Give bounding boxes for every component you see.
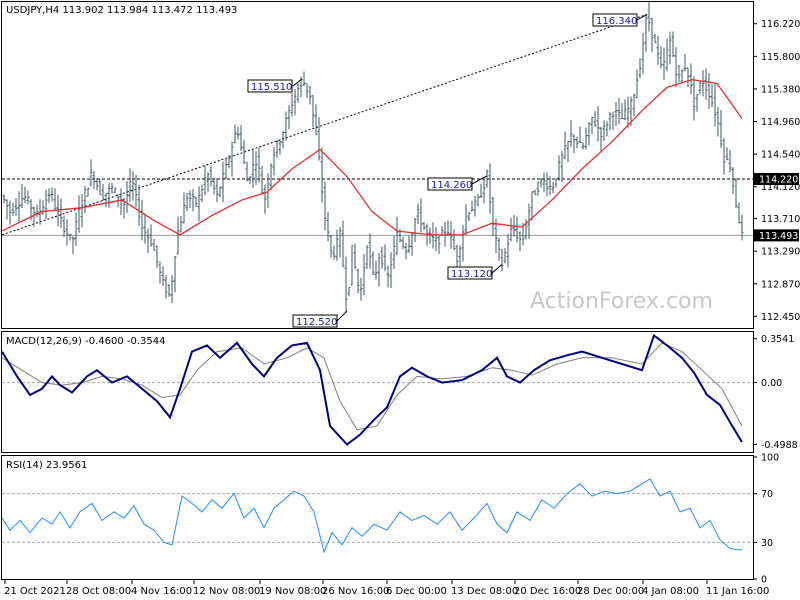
price-level-box: [754, 229, 799, 242]
price-y-tick-label: 115.380: [761, 84, 800, 95]
annotation-label: 114.260: [431, 180, 472, 191]
macd-signal-line: [1, 342, 743, 431]
price-y-tick-label: 114.960: [761, 117, 800, 128]
x-tick-label: 13 Dec 08:00: [451, 586, 518, 597]
rsi-y-tick-label: 70: [761, 489, 773, 500]
annotation-leader: [491, 263, 503, 274]
price-y-tick-label: 113.710: [761, 214, 800, 225]
price-level-label: 113.493: [759, 231, 798, 242]
x-tick-label: 4 Jan 08:00: [642, 586, 699, 597]
x-tick-label: 6 Dec 00:00: [386, 586, 447, 597]
price-y-tick-label: 116.220: [761, 19, 800, 30]
annotation-box: [592, 13, 638, 27]
price-y-tick-label: 112.870: [761, 279, 800, 290]
x-tick-label: 19 Nov 08:00: [259, 586, 326, 597]
price-y-tick-label: 114.120: [761, 182, 800, 193]
annotation-label: 113.120: [451, 269, 492, 280]
rsi-y-tick-label: 0: [761, 575, 767, 586]
price-y-tick-label: 115.800: [761, 52, 800, 63]
x-tick-label: 4 Nov 16:00: [131, 586, 192, 597]
price-panel-title: USDJPY,H4 113.902 113.984 113.472 113.49…: [6, 5, 237, 16]
price-level-box: [754, 172, 799, 185]
annotation-box: [247, 79, 293, 93]
x-tick-label: 12 Nov 08:00: [193, 586, 260, 597]
macd-y-tick-label: -0.4988: [761, 440, 798, 451]
x-tick-label: 28 Oct 08:00: [66, 586, 131, 597]
annotation-label: 115.510: [251, 82, 292, 93]
price-level-label: 114.220: [759, 174, 798, 185]
annotation-box: [447, 266, 493, 280]
annotation-box: [427, 177, 473, 191]
price-y-tick-label: 112.450: [761, 312, 800, 323]
macd-line: [1, 333, 743, 446]
rsi-y-tick-label: 30: [761, 538, 773, 549]
macd-panel: [1, 331, 754, 453]
rsi-panel-title: RSI(14) 23.9561: [6, 460, 87, 471]
rsi-y-tick-label: 100: [761, 453, 779, 464]
annotation-label: 112.520: [296, 317, 337, 328]
annotation-leader: [471, 175, 488, 185]
moving-average-line: [1, 78, 743, 236]
x-tick-label: 26 Nov 16:00: [322, 586, 389, 597]
rsi-panel: [1, 455, 754, 580]
price-panel: [1, 1, 754, 329]
x-tick-label: 28 Dec 00:00: [577, 586, 644, 597]
macd-y-tick-label: 0.00: [761, 378, 782, 389]
price-y-tick-label: 114.540: [761, 150, 800, 161]
rsi-line: [1, 478, 742, 554]
macd-panel-title: MACD(12,26,9) -0.4600 -0.3544: [6, 336, 166, 347]
annotation-leader: [292, 78, 303, 87]
x-tick-label: 20 Dec 16:00: [514, 586, 581, 597]
annotation-box: [292, 314, 338, 328]
x-tick-label: 11 Jan 16:00: [706, 586, 769, 597]
x-tick-label: 21 Oct 2021: [4, 586, 66, 597]
annotation-leader: [636, 13, 648, 21]
macd-y-tick-label: 0.3541: [761, 334, 794, 345]
annotation-label: 116.340: [596, 16, 637, 27]
watermark: ActionForex.com: [530, 289, 713, 314]
annotation-leader: [336, 310, 348, 322]
price-y-tick-label: 113.290: [761, 247, 800, 258]
